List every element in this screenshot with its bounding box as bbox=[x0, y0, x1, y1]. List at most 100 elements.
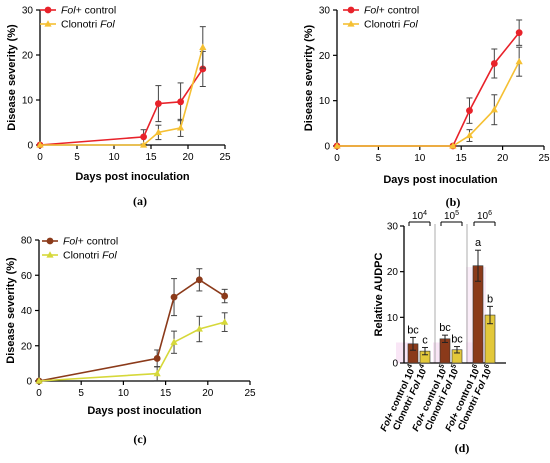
y-axis-title: Disease severity (%) bbox=[5, 257, 17, 364]
y-tick-label: 20 bbox=[21, 341, 33, 352]
data-point bbox=[490, 105, 498, 113]
significance-letter: c bbox=[422, 334, 428, 346]
x-axis-title: Days post inoculation bbox=[75, 171, 190, 183]
chart-panel-c: 0 20 40 60 80 0 5 10 15 20 25 Days post inoculation… bbox=[5, 236, 256, 447]
y-tick-label: 40 bbox=[21, 306, 33, 317]
y-tick-label: 20 bbox=[387, 267, 399, 278]
significance-letter: bc bbox=[451, 334, 463, 346]
legend-marker bbox=[347, 6, 355, 14]
data-point bbox=[490, 60, 498, 67]
y-tick-label: 20 bbox=[22, 51, 34, 62]
data-point bbox=[153, 355, 161, 362]
legend: Fol+ control Clonotri Fol bbox=[40, 5, 116, 31]
panel-label: (c) bbox=[133, 432, 146, 446]
panel-label: (b) bbox=[446, 195, 461, 209]
data-point bbox=[36, 141, 44, 148]
data-point bbox=[221, 318, 229, 325]
data-point bbox=[465, 131, 474, 139]
x-axis-title: Days post inoculation bbox=[87, 405, 202, 417]
legend: Fol+ control Clonotri Fol bbox=[42, 236, 118, 262]
data-point bbox=[221, 292, 229, 300]
x-tick-label: 10 bbox=[108, 152, 120, 163]
data-point bbox=[449, 142, 457, 149]
data-point bbox=[154, 128, 162, 135]
series-2 bbox=[35, 312, 229, 384]
significance-letter: bc bbox=[439, 322, 451, 334]
y-axis-title: Relative AUDPC bbox=[373, 252, 385, 336]
x-tick-label: 15 bbox=[456, 153, 468, 164]
series-line bbox=[337, 32, 520, 147]
data-point bbox=[515, 57, 523, 65]
x-tick-label: 20 bbox=[497, 153, 509, 164]
data-point bbox=[199, 43, 207, 50]
significance-letter: a bbox=[475, 237, 482, 249]
legend-label: Clonotri Fol bbox=[61, 19, 115, 31]
x-tick-label: 5 bbox=[78, 388, 84, 399]
x-tick-label: 0 bbox=[334, 153, 340, 164]
y-axis-title: Disease severity (%) bbox=[6, 24, 18, 131]
data-point bbox=[333, 142, 341, 149]
legend-label: Clonotri Fol bbox=[63, 250, 117, 262]
legend-label: Clonotri Fol bbox=[364, 19, 418, 31]
series-line bbox=[39, 68, 204, 146]
legend-marker bbox=[46, 237, 54, 245]
x-tick-label: 0 bbox=[37, 152, 43, 163]
data-point bbox=[195, 325, 203, 332]
x-tick-label: 25 bbox=[538, 153, 550, 164]
chart-panel-a: 0 10 20 30 0 5 10 15 20 25 Days post inoculation Di… bbox=[6, 5, 231, 208]
series-line bbox=[337, 61, 520, 147]
data-point bbox=[170, 338, 178, 345]
significance-letter: bc bbox=[407, 324, 419, 336]
y-tick-label: 30 bbox=[319, 6, 331, 17]
y-tick-label: 10 bbox=[387, 313, 399, 324]
series-2 bbox=[36, 26, 207, 148]
y-tick-label: 0 bbox=[324, 142, 330, 153]
group-bracket: 104 bbox=[408, 210, 431, 226]
data-point bbox=[466, 107, 473, 115]
group-bracket: 106 bbox=[473, 210, 496, 226]
legend: Fol+ control Clonotri Fol bbox=[343, 5, 419, 31]
group-bracket: 105 bbox=[440, 210, 463, 226]
data-point bbox=[199, 65, 207, 73]
y-tick-label: 30 bbox=[387, 222, 399, 233]
group-label: 105 bbox=[444, 210, 459, 222]
significance-letter: b bbox=[487, 293, 493, 305]
y-tick-label: 0 bbox=[27, 141, 33, 152]
legend-label: Fol+ control bbox=[364, 5, 419, 17]
x-tick-label: 20 bbox=[182, 152, 194, 163]
y-tick-label: 80 bbox=[21, 236, 33, 247]
x-tick-label: 5 bbox=[376, 153, 382, 164]
data-point bbox=[153, 369, 161, 377]
series-1 bbox=[333, 19, 523, 150]
panel-label: (a) bbox=[133, 194, 147, 208]
y-tick-label: 20 bbox=[319, 51, 331, 62]
legend-label: Fol+ control bbox=[61, 5, 116, 17]
y-tick-label: 30 bbox=[22, 6, 34, 17]
group-label: 106 bbox=[477, 210, 492, 222]
data-point bbox=[35, 377, 43, 384]
legend-marker bbox=[46, 251, 54, 258]
legend-marker bbox=[44, 20, 52, 27]
x-tick-label: 0 bbox=[36, 388, 42, 399]
legend-label: Fol+ control bbox=[63, 236, 118, 248]
data-point bbox=[177, 124, 185, 131]
panel-label: (d) bbox=[455, 441, 470, 455]
legend-marker bbox=[44, 6, 52, 14]
x-tick-label: 15 bbox=[160, 388, 172, 399]
series-2 bbox=[333, 46, 523, 149]
x-tick-label: 25 bbox=[244, 388, 256, 399]
chart-panel-b: 0 10 20 30 0 5 10 15 20 25 Days post inoculation Di… bbox=[303, 5, 550, 209]
x-tick-label: 25 bbox=[219, 152, 231, 163]
y-tick-label: 10 bbox=[22, 96, 34, 107]
y-tick-label: 60 bbox=[21, 271, 33, 282]
y-axis-title: Disease severity (%) bbox=[303, 24, 315, 131]
x-axis-title: Days post inoculation bbox=[383, 174, 498, 186]
data-point bbox=[140, 141, 148, 148]
group-label: 104 bbox=[412, 210, 427, 222]
x-tick-label: 5 bbox=[74, 152, 80, 163]
data-point bbox=[170, 293, 178, 301]
y-tick-label: 10 bbox=[319, 96, 331, 107]
x-tick-label: 10 bbox=[414, 153, 426, 164]
data-point bbox=[155, 100, 162, 107]
